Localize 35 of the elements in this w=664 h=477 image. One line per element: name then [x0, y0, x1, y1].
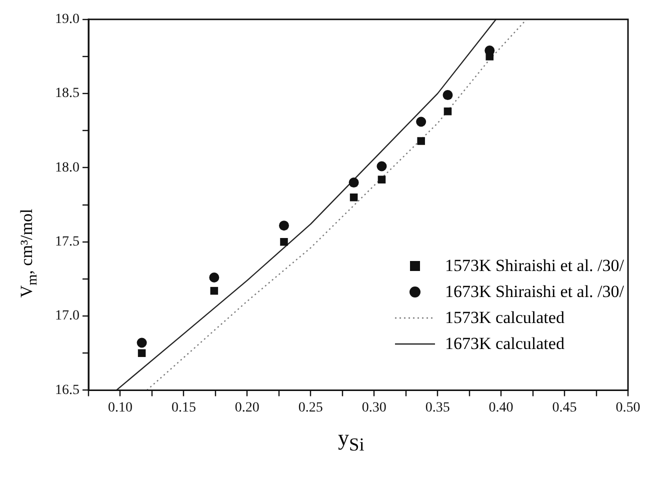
- point: [350, 193, 358, 202]
- legend-label: 1573K Shiraishi et al. /30/: [445, 255, 624, 277]
- legend-label: 1573K calculated: [445, 307, 564, 329]
- point: [209, 272, 220, 282]
- x-tick-label: 0.15: [171, 400, 196, 416]
- point: [486, 52, 494, 60]
- y-tick-label: 18.0: [55, 160, 80, 176]
- x-tick-label: 0.40: [488, 400, 514, 416]
- point: [280, 238, 288, 246]
- x-tick-label: 0.35: [425, 400, 450, 416]
- x-tick-label: 0.25: [298, 400, 323, 416]
- x-tick-label: 0.45: [552, 400, 577, 416]
- y-tick-label: 18.5: [55, 86, 80, 102]
- point: [416, 116, 426, 127]
- x-tick-label: 0.10: [108, 400, 132, 416]
- y-tick-label: 16.5: [55, 382, 80, 398]
- legend-label: 1673K Shiraishi et al. /30/: [445, 281, 624, 303]
- point: [442, 90, 453, 100]
- point: [278, 220, 289, 231]
- x-tick-label: 0.30: [362, 400, 386, 416]
- legend-label: 1673K calculated: [445, 333, 564, 355]
- point: [378, 176, 386, 184]
- point: [417, 137, 425, 145]
- y-tick-label: 17.5: [55, 234, 80, 250]
- y-tick-label: 19.0: [55, 12, 80, 28]
- x-tick-label: 0.50: [616, 400, 640, 416]
- point: [444, 107, 452, 116]
- point: [136, 338, 147, 348]
- point: [376, 161, 387, 172]
- point: [210, 286, 218, 295]
- x-axis-title: y$_{Si}$: [338, 425, 364, 456]
- point: [348, 178, 359, 188]
- point: [138, 349, 146, 358]
- x-tick-label: 0.20: [234, 400, 260, 416]
- y-tick-label: 17.0: [55, 308, 80, 324]
